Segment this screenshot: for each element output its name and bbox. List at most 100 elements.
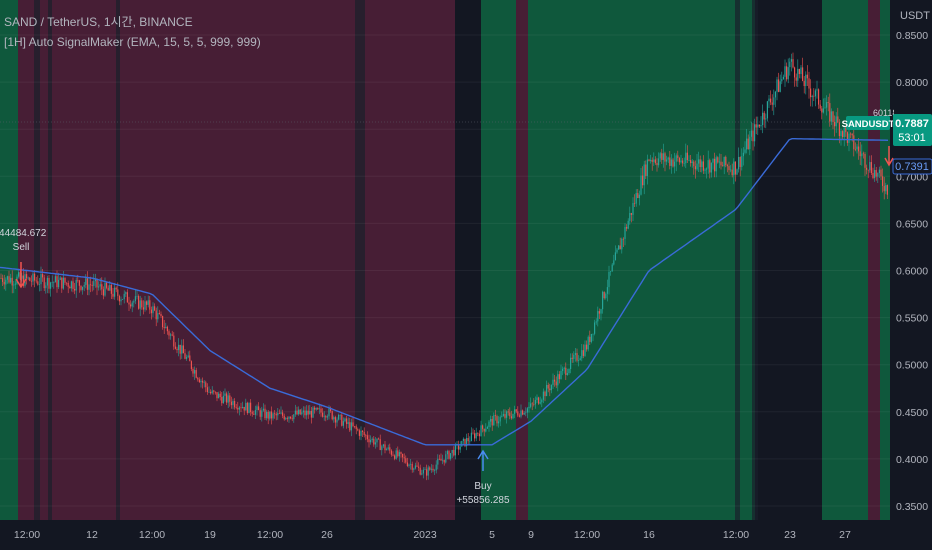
candle-body bbox=[141, 300, 143, 308]
candle-body bbox=[10, 277, 12, 283]
candle-body bbox=[534, 399, 536, 405]
candle-body bbox=[528, 406, 530, 409]
candle-body bbox=[846, 132, 848, 143]
candle-body bbox=[832, 111, 834, 122]
x-tick-label: 2023 bbox=[413, 529, 437, 541]
candle-body bbox=[629, 213, 631, 221]
candle-body bbox=[107, 287, 109, 291]
candle-body bbox=[490, 418, 492, 422]
candle-body bbox=[526, 408, 528, 413]
candle-body bbox=[344, 418, 346, 422]
candle-body bbox=[198, 379, 200, 383]
candle-body bbox=[838, 122, 840, 137]
candle-body bbox=[86, 278, 88, 290]
candle-body bbox=[398, 452, 400, 457]
candle-body bbox=[126, 292, 128, 303]
candle-body bbox=[600, 309, 602, 314]
candle-body bbox=[392, 454, 394, 456]
candle-body bbox=[307, 410, 309, 415]
candle-body bbox=[256, 406, 258, 411]
candle-body bbox=[499, 416, 501, 422]
candle-body bbox=[882, 176, 884, 186]
price-axis[interactable]: 0.85000.80000.75000.70000.65000.60000.55… bbox=[842, 0, 932, 520]
candle-body bbox=[858, 146, 860, 152]
candle-body bbox=[258, 406, 260, 411]
candle-body bbox=[118, 295, 120, 302]
candle-body bbox=[21, 275, 23, 279]
sell-label: Sell bbox=[13, 242, 30, 253]
candle-body bbox=[886, 185, 888, 195]
candle-body bbox=[486, 426, 488, 429]
candle-body bbox=[112, 293, 114, 297]
candle-body bbox=[29, 277, 31, 281]
candle-body bbox=[387, 447, 389, 450]
candle-body bbox=[472, 432, 474, 434]
candle-body bbox=[70, 281, 72, 289]
candle-body bbox=[622, 238, 624, 240]
candle-body bbox=[586, 344, 588, 350]
candle-body bbox=[682, 160, 684, 164]
candle-body bbox=[18, 272, 20, 277]
candle-body bbox=[98, 286, 100, 288]
candle-body bbox=[640, 175, 642, 195]
candle-body bbox=[598, 311, 600, 314]
candle-body bbox=[861, 153, 863, 157]
grid-lines bbox=[0, 34, 890, 507]
candle-body bbox=[117, 289, 119, 296]
candle-body bbox=[102, 289, 104, 296]
candle-body bbox=[336, 419, 338, 423]
candle-body bbox=[774, 91, 776, 98]
candle-body bbox=[626, 227, 628, 229]
candle-body bbox=[186, 357, 188, 359]
candle-body bbox=[714, 158, 716, 172]
candle-body bbox=[246, 402, 248, 414]
candle-body bbox=[470, 432, 472, 441]
candle-body bbox=[114, 287, 116, 297]
zone-buy-5 bbox=[528, 0, 755, 520]
candle-body bbox=[285, 418, 287, 420]
x-tick-label: 12:00 bbox=[14, 529, 40, 541]
ema-price: 0.7391 bbox=[895, 161, 929, 173]
candle-body bbox=[666, 159, 668, 162]
candle-body bbox=[830, 111, 832, 122]
candle-body bbox=[686, 152, 688, 161]
candle-body bbox=[474, 433, 476, 439]
candle-body bbox=[254, 410, 256, 415]
candle-body bbox=[27, 277, 29, 279]
candle-body bbox=[611, 264, 613, 272]
candle-body bbox=[146, 301, 148, 305]
candle-body bbox=[34, 273, 36, 281]
candle-body bbox=[795, 77, 797, 81]
candle-body bbox=[502, 414, 504, 416]
candle-body bbox=[413, 468, 415, 470]
indicator-legend[interactable]: [1H] Auto SignalMaker (EMA, 15, 5, 5, 99… bbox=[4, 35, 261, 49]
candle-body bbox=[461, 440, 463, 447]
candle-body bbox=[242, 406, 244, 409]
candle-body bbox=[638, 194, 640, 199]
candle-body bbox=[211, 390, 213, 394]
zone-gap-0 bbox=[34, 0, 40, 520]
candle-body bbox=[400, 452, 402, 454]
candle-body bbox=[560, 370, 562, 380]
candle-body bbox=[349, 422, 351, 431]
candle-body bbox=[296, 410, 298, 415]
candle-body bbox=[163, 327, 165, 329]
candle-body bbox=[312, 407, 314, 418]
candle-body bbox=[110, 285, 112, 294]
candle-body bbox=[840, 131, 842, 137]
candle-body bbox=[267, 411, 269, 419]
chart-title: SAND / TetherUS, 1시간, BINANCE bbox=[4, 15, 193, 29]
zone-buy-0 bbox=[0, 0, 18, 520]
time-axis[interactable]: 12:00 12 12:00 19 12:00 26 2023 5 9 12:00 16 12:00 2… bbox=[0, 520, 932, 550]
bar-countdown: 53:01 bbox=[898, 132, 926, 144]
candle-body bbox=[72, 281, 74, 289]
y-tick-label: 0.8000 bbox=[896, 77, 928, 89]
candle-body bbox=[685, 152, 687, 164]
candle-body bbox=[85, 278, 87, 285]
x-tick-label: 12 bbox=[86, 529, 98, 541]
candle-body bbox=[43, 277, 45, 289]
candle-body bbox=[789, 61, 791, 68]
candle-body bbox=[744, 149, 746, 153]
candle-body bbox=[717, 157, 719, 163]
